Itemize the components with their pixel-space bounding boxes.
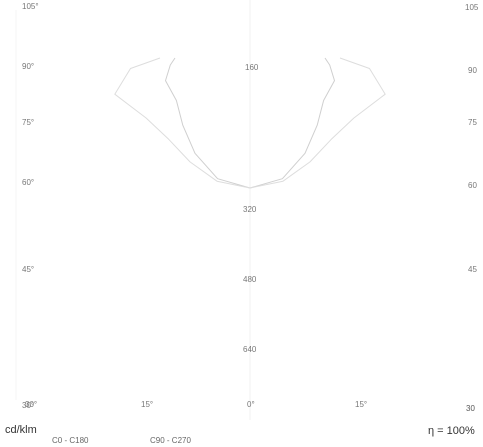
bottom-label-right-15: 15° [355, 400, 368, 409]
angle-label-left-105: 105° [22, 2, 39, 11]
bottom-label-left-15: 15° [141, 400, 154, 409]
radial-label-320: 320 [243, 205, 257, 214]
radial-label-640: 640 [243, 345, 257, 354]
angle-label-left-90: 90° [22, 62, 35, 71]
radial-label-160: 160 [245, 63, 259, 72]
angle-label-right-60: 60 [468, 181, 477, 190]
chart-grid [15, 0, 251, 420]
bottom-label-left-30: 30° [25, 400, 38, 409]
angle-label-left-75: 75° [22, 118, 35, 127]
angle-label-left-30: 30° [22, 401, 35, 410]
chart-curves [114, 57, 386, 189]
bottom-label-right-30: 30 [466, 404, 475, 413]
angle-label-right-75: 75 [468, 118, 477, 127]
angle-label-left-60: 60° [22, 178, 35, 187]
angle-label-left-45: 45° [22, 265, 35, 274]
series-curve-c90-c270 [114, 57, 386, 189]
unit-label: cd/klm [5, 424, 37, 436]
legend-c0-c180: C0 - C180 [52, 436, 89, 445]
angle-label-right-45: 45 [468, 265, 477, 274]
radial-label-480: 480 [243, 275, 257, 284]
angle-label-right-30: 30 [466, 404, 475, 413]
angle-label-right-90: 90 [468, 66, 477, 75]
efficiency-label: η = 100% [428, 425, 475, 437]
legend-c90-c270: C90 - C270 [150, 436, 191, 445]
angle-label-right-105: 105 [465, 3, 479, 12]
bottom-label-0: 0° [247, 400, 255, 409]
